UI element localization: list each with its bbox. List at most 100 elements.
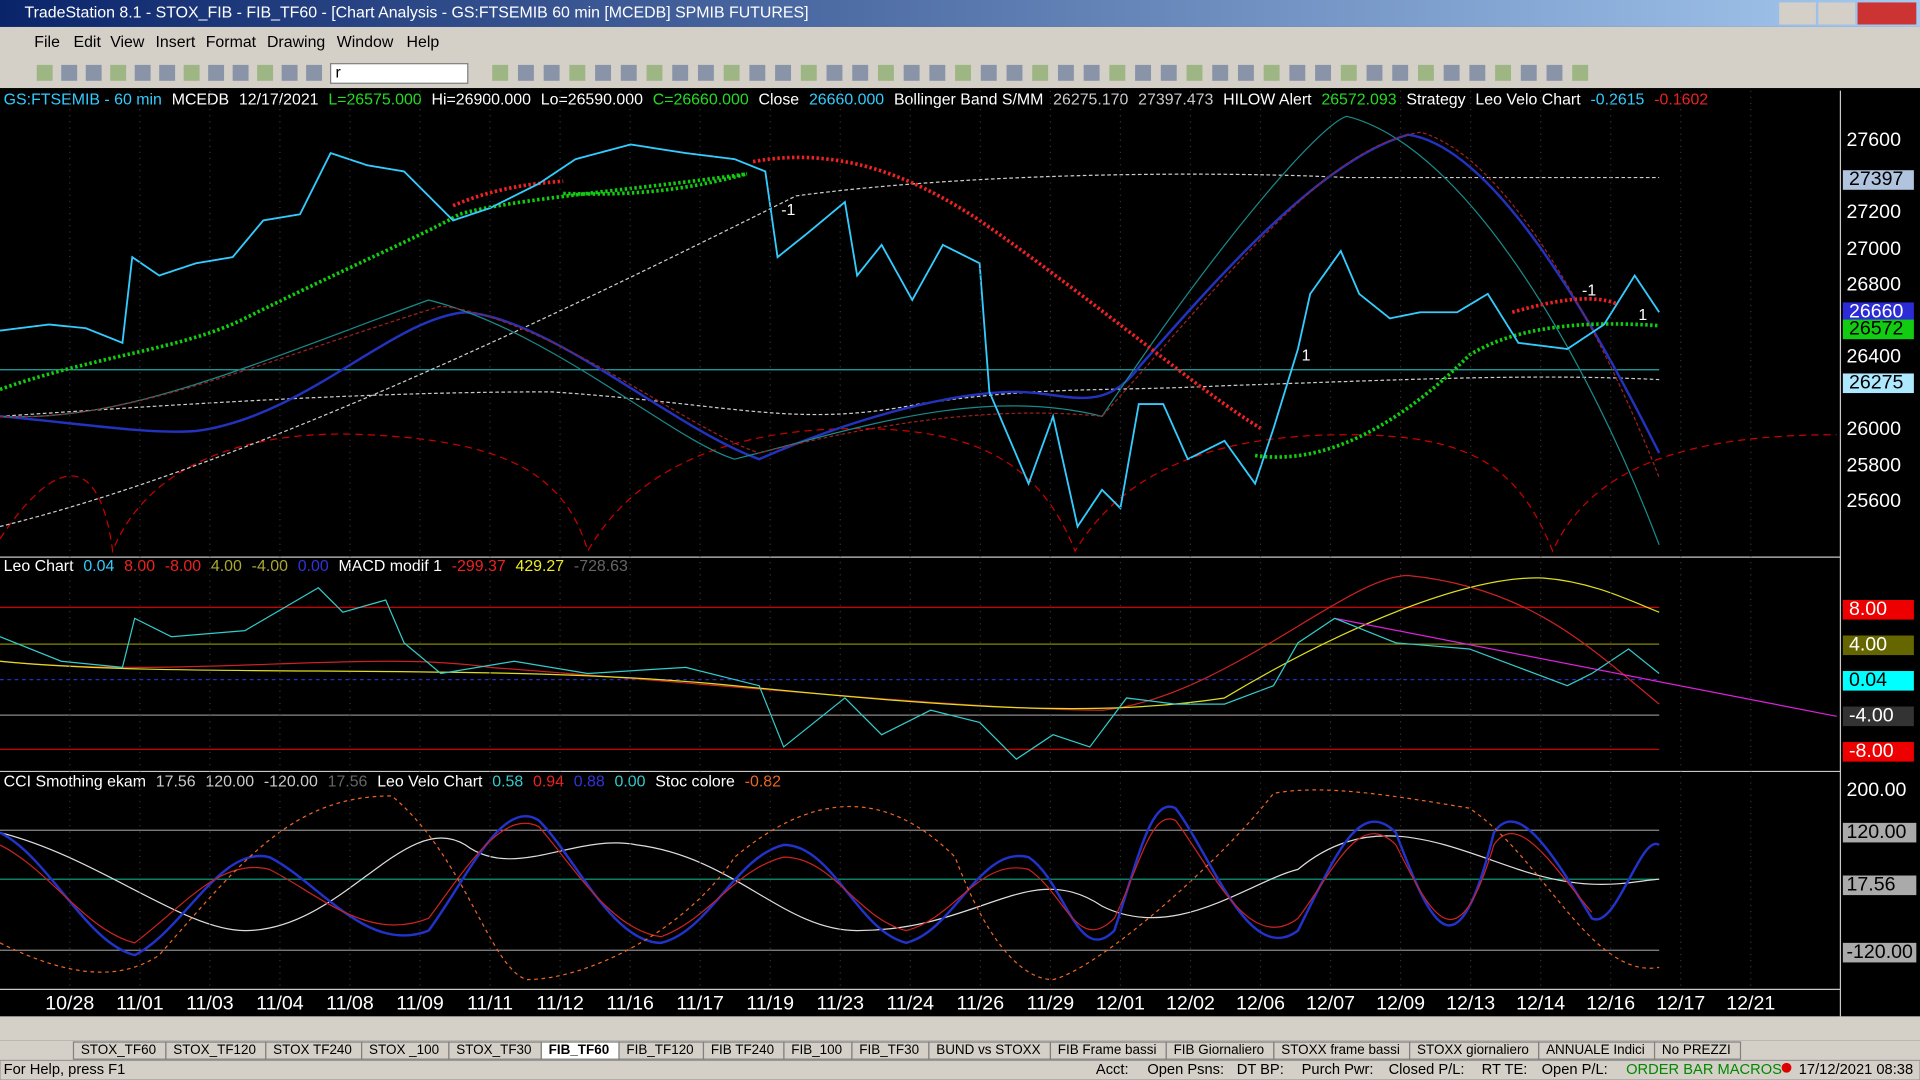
toolbar-button[interactable]: [1495, 64, 1512, 81]
panel-header-item: L=26575.000: [328, 92, 421, 109]
tab-label: No PREZZI: [1662, 1042, 1731, 1057]
price-axis-label: 27200: [1847, 201, 1902, 223]
symbol-input[interactable]: [330, 63, 469, 84]
panel-header-item: Strategy: [1406, 92, 1465, 109]
status-macros[interactable]: ORDER BAR MACROS: [1626, 1062, 1782, 1078]
tab[interactable]: [1653, 1041, 1742, 1060]
tab-label: FIB_100: [791, 1042, 842, 1057]
panel-header-item: 4.00: [211, 558, 242, 575]
toolbar-button[interactable]: [183, 64, 200, 81]
toolbar-button[interactable]: [1109, 64, 1126, 81]
menu-item[interactable]: Window: [337, 34, 394, 51]
menu-item[interactable]: File: [34, 34, 60, 51]
scrollbar[interactable]: [0, 1016, 1920, 1041]
status-bar: [0, 1059, 1920, 1080]
toolbar-button[interactable]: [492, 64, 509, 81]
toolbar-button[interactable]: [232, 64, 249, 81]
toolbar-button[interactable]: [595, 64, 612, 81]
tab-label: BUND vs STOXX: [936, 1042, 1040, 1057]
toolbar-button[interactable]: [620, 64, 637, 81]
toolbar-button[interactable]: [110, 64, 127, 81]
toolbar-button[interactable]: [749, 64, 766, 81]
hilow-support: [1254, 322, 1660, 459]
date-label: 12/06: [1236, 992, 1285, 1014]
toolbar-button[interactable]: [85, 64, 102, 81]
date-label: 11/04: [256, 992, 304, 1014]
toolbar-button[interactable]: [1032, 64, 1049, 81]
panel-header-item: 0.00: [298, 558, 329, 575]
toolbar-button[interactable]: [1186, 64, 1203, 81]
price-axis-label: 25800: [1847, 455, 1902, 477]
menu-item[interactable]: View: [110, 34, 145, 51]
toolbar-button[interactable]: [543, 64, 560, 81]
toolbar-button[interactable]: [980, 64, 997, 81]
minimize-button[interactable]: [1779, 2, 1816, 25]
toolbar-button[interactable]: [1546, 64, 1563, 81]
toolbar-button[interactable]: [281, 64, 298, 81]
toolbar-button[interactable]: [159, 64, 176, 81]
status-indicator: [1781, 1062, 1792, 1073]
toolbar-button[interactable]: [208, 64, 225, 81]
maximize-button[interactable]: [1818, 2, 1856, 25]
toolbar-button[interactable]: [1315, 64, 1332, 81]
signal-annotation: 1: [1638, 307, 1647, 324]
menu-item[interactable]: Insert: [156, 34, 196, 51]
toolbar-button[interactable]: [1135, 64, 1152, 81]
toolbar-button[interactable]: [646, 64, 663, 81]
toolbar-button[interactable]: [672, 64, 689, 81]
toolbar-button[interactable]: [36, 64, 53, 81]
price-axis-label: 26800: [1847, 273, 1902, 295]
price-axis-label: 25600: [1847, 490, 1902, 512]
menu-item[interactable]: Help: [407, 34, 440, 51]
toolbar-button[interactable]: [1392, 64, 1409, 81]
close-button[interactable]: [1857, 2, 1917, 25]
bollinger-band: [0, 131, 1660, 478]
toolbar-button[interactable]: [1289, 64, 1306, 81]
date-label: 11/24: [887, 992, 935, 1014]
toolbar-button[interactable]: [929, 64, 946, 81]
toolbar-button[interactable]: [1443, 64, 1460, 81]
toolbar-button[interactable]: [569, 64, 586, 81]
toolbar-button[interactable]: [852, 64, 869, 81]
toolbar-button[interactable]: [1006, 64, 1023, 81]
date-label: 12/13: [1446, 992, 1495, 1014]
status-help: For Help, press F1: [4, 1062, 126, 1078]
toolbar-button[interactable]: [1263, 64, 1280, 81]
price-highlight-box: [1842, 373, 1914, 394]
tab-label: STOXX frame bassi: [1281, 1042, 1400, 1057]
toolbar-button[interactable]: [955, 64, 972, 81]
toolbar-button[interactable]: [1366, 64, 1383, 81]
toolbar-button[interactable]: [1469, 64, 1486, 81]
toolbar-button[interactable]: [1160, 64, 1177, 81]
toolbar-button[interactable]: [1083, 64, 1100, 81]
menu-item[interactable]: Drawing: [267, 34, 325, 51]
toolbar-button[interactable]: [1520, 64, 1537, 81]
toolbar-button[interactable]: [134, 64, 151, 81]
toolbar-button[interactable]: [800, 64, 817, 81]
toolbar-button[interactable]: [1340, 64, 1357, 81]
menu-item[interactable]: Format: [206, 34, 257, 51]
date-label: 12/01: [1096, 992, 1145, 1014]
toolbar-button[interactable]: [697, 64, 714, 81]
toolbar-button[interactable]: [517, 64, 534, 81]
panel-header-item: 26275.170: [1053, 92, 1128, 109]
toolbar-button[interactable]: [1572, 64, 1589, 81]
toolbar-button[interactable]: [903, 64, 920, 81]
toolbar-button[interactable]: [775, 64, 792, 81]
toolbar-button[interactable]: [1417, 64, 1434, 81]
toolbar-button[interactable]: [1212, 64, 1229, 81]
tab-label: FIB Frame bassi: [1058, 1042, 1157, 1057]
toolbar-button[interactable]: [1057, 64, 1074, 81]
toolbar-button[interactable]: [257, 64, 274, 81]
menu-item[interactable]: Edit: [73, 34, 101, 51]
signal-annotation: 1: [1302, 348, 1311, 365]
tab-label: FIB_TF30: [859, 1042, 919, 1057]
toolbar-button[interactable]: [61, 64, 78, 81]
toolbar-button[interactable]: [723, 64, 740, 81]
toolbar-button[interactable]: [1237, 64, 1254, 81]
tab-label: STOX TF240: [273, 1042, 352, 1057]
toolbar-button[interactable]: [306, 64, 323, 81]
status-field: Acct:: [1096, 1062, 1129, 1078]
toolbar-button[interactable]: [877, 64, 894, 81]
toolbar-button[interactable]: [826, 64, 843, 81]
